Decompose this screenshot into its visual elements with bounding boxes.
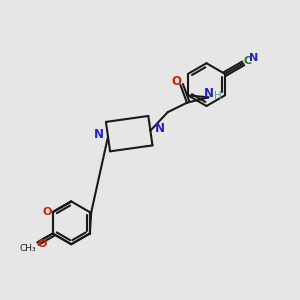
Text: N: N bbox=[204, 87, 214, 100]
Text: O: O bbox=[43, 206, 52, 217]
Text: CH₃: CH₃ bbox=[20, 244, 36, 253]
Text: C: C bbox=[244, 56, 252, 66]
Text: N: N bbox=[94, 128, 104, 141]
Text: N: N bbox=[154, 122, 164, 135]
Text: O: O bbox=[37, 238, 47, 249]
Text: N: N bbox=[249, 52, 258, 63]
Text: H: H bbox=[214, 91, 222, 100]
Text: O: O bbox=[172, 75, 182, 88]
